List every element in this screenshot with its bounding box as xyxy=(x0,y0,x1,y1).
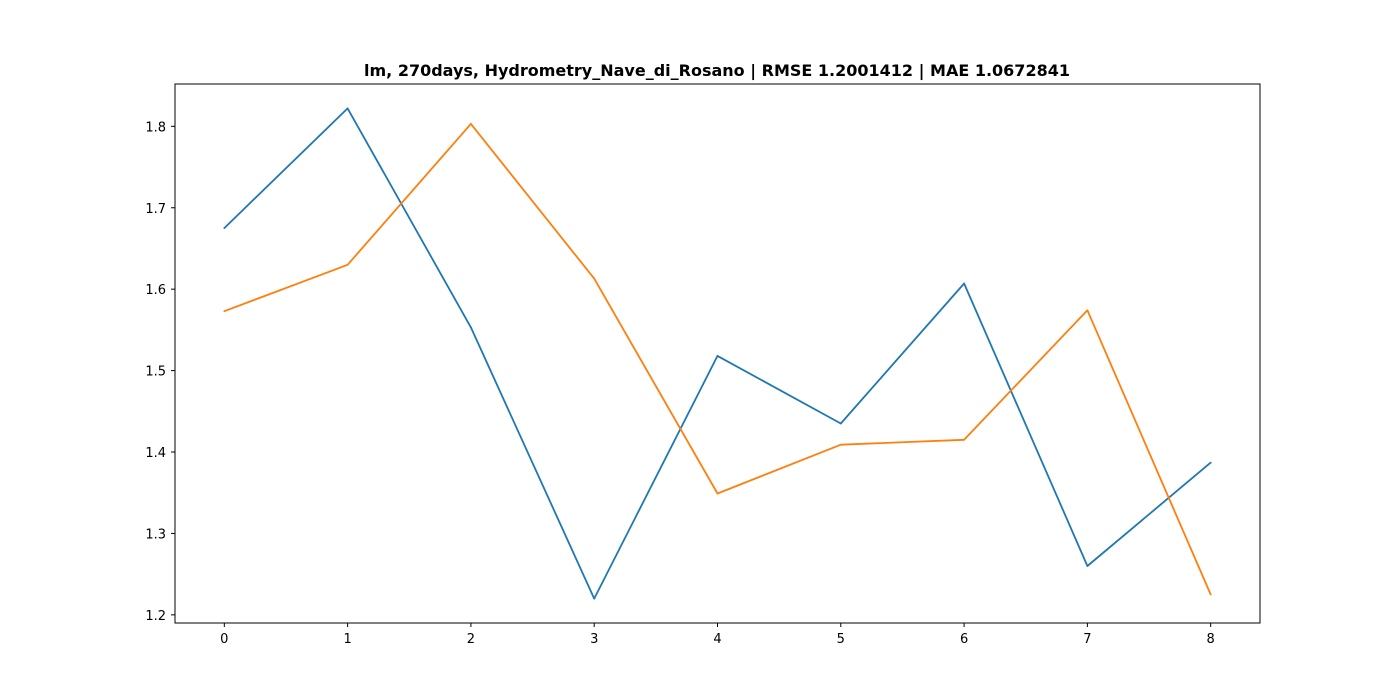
series-2-point xyxy=(346,263,349,266)
axes-layer: 0 1 2 3 4 5 6 7 8 1.2 1.3 1.4 1.5 1.6 1.7 1.8 xyxy=(145,120,1215,647)
series-1-point xyxy=(963,282,965,285)
series-2-point xyxy=(470,122,472,125)
series-2-point xyxy=(1209,593,1212,596)
x-tick-label: 6 xyxy=(960,632,968,647)
x-tick-label: 8 xyxy=(1207,632,1215,647)
x-tick-label: 2 xyxy=(467,632,475,647)
series-layer xyxy=(223,107,1212,600)
x-tick-label: 0 xyxy=(220,632,228,647)
y-tick-label: 1.8 xyxy=(145,120,166,135)
y-tick-label: 1.4 xyxy=(145,446,166,461)
series-1-point xyxy=(223,227,226,230)
series-1-point xyxy=(346,107,349,110)
chart-title: lm, 270days, Hydrometry_Nave_di_Rosano |… xyxy=(364,61,1070,81)
y-tick-label: 1.3 xyxy=(145,527,166,542)
x-tick-label: 1 xyxy=(343,632,351,647)
series-1-point xyxy=(716,355,719,357)
y-tick-label: 1.6 xyxy=(145,283,166,298)
series-2-point xyxy=(223,310,226,313)
series-2-point xyxy=(593,277,596,280)
series-2-point xyxy=(963,438,965,441)
x-tick-label: 3 xyxy=(590,632,598,647)
series-2-point xyxy=(716,492,719,495)
series-1-point xyxy=(470,326,472,329)
y-tick-label: 1.5 xyxy=(145,365,166,380)
series-1-point xyxy=(839,422,842,425)
y-tick-label: 1.7 xyxy=(145,202,166,217)
x-tick-label: 4 xyxy=(713,632,721,647)
x-tick-label: 7 xyxy=(1083,632,1091,647)
series-1-point xyxy=(1086,565,1089,567)
series-1-point xyxy=(593,597,596,600)
series-2-point xyxy=(839,443,842,446)
series-1-point xyxy=(1209,461,1212,464)
x-tick-label: 5 xyxy=(837,632,845,647)
series-2-point xyxy=(1086,309,1089,312)
plot-frame xyxy=(174,83,1261,624)
y-tick-label: 1.2 xyxy=(145,609,166,624)
